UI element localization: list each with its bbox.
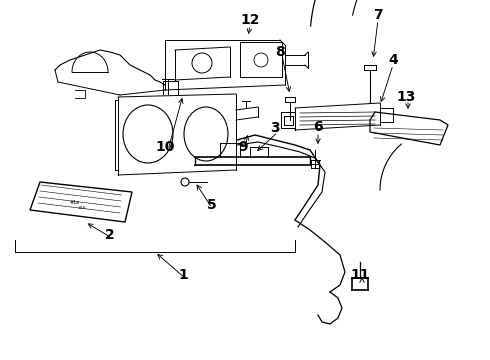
Text: 6: 6 [313, 120, 323, 134]
Text: 11: 11 [350, 268, 370, 282]
Text: 8: 8 [275, 45, 285, 59]
Text: 2: 2 [105, 228, 115, 242]
Text: 12: 12 [240, 13, 260, 27]
Text: 4: 4 [388, 53, 398, 67]
Text: 1: 1 [178, 268, 188, 282]
Text: #16: #16 [78, 206, 86, 210]
Text: 5: 5 [207, 198, 217, 212]
Text: 3: 3 [270, 121, 280, 135]
Text: 13: 13 [396, 90, 416, 104]
Text: 7: 7 [373, 8, 383, 22]
Text: #1e: #1e [70, 199, 80, 204]
Text: 10: 10 [155, 140, 175, 154]
Text: 9: 9 [238, 140, 248, 154]
